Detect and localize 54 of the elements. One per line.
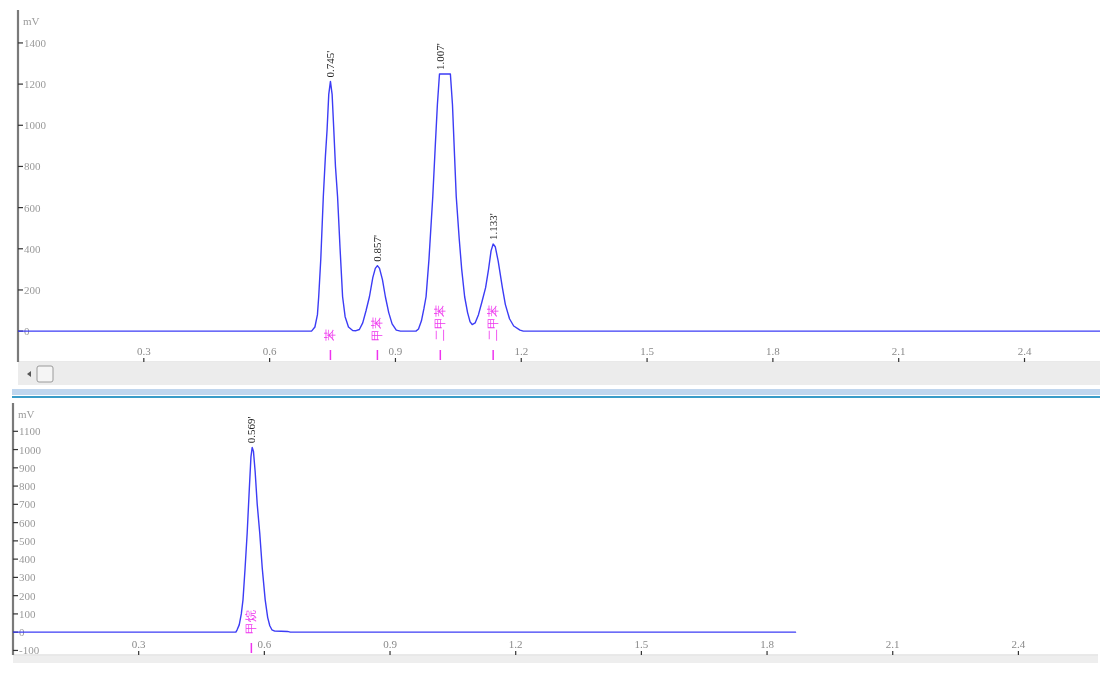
peak-name: 苯 — [323, 329, 338, 361]
y-tick-label: 1000 — [24, 119, 47, 132]
annotation: 苯 — [323, 329, 338, 341]
y-axis-title: mV — [18, 408, 35, 420]
y-tick-label: 600 — [19, 516, 36, 529]
y-tick-label: 800 — [19, 480, 36, 493]
x-tick-label: 2.1 — [891, 345, 906, 357]
x-tick-label: 1.5 — [640, 345, 655, 357]
x-tick-label: 0.3 — [136, 345, 152, 357]
y-tick-label: 900 — [19, 461, 36, 474]
x-tick-label: 2.4 — [1017, 345, 1032, 357]
x-tick-label: 1.2 — [508, 638, 523, 650]
x-tick-label: 0.3 — [131, 638, 147, 650]
y-tick-label: 400 — [19, 553, 36, 566]
annotation: 0.569' — [245, 416, 258, 444]
x-tick-label: 1.2 — [514, 345, 529, 357]
y-tick-label: 200 — [24, 283, 41, 296]
annotation: 二甲苯 — [433, 305, 448, 341]
peak-name: 二甲苯 — [486, 305, 501, 361]
y-tick-label: 1200 — [24, 78, 47, 91]
annotation: 0.745' — [324, 50, 337, 78]
y-tick-label: 1100 — [19, 425, 42, 438]
y-tick-label: 0 — [19, 626, 25, 639]
annotation: 二甲苯 — [486, 305, 501, 341]
x-tick-label: 0.6 — [257, 638, 272, 650]
x-tick-label: 1.8 — [766, 345, 781, 357]
y-tick-label: 1000 — [19, 443, 42, 456]
x-tick-label: 2.1 — [885, 638, 900, 650]
annotation: 0.857' — [371, 234, 384, 262]
x-tick-label: 1.8 — [760, 638, 775, 650]
peak-name: 二甲苯 — [433, 305, 448, 361]
y-tick-label: 300 — [19, 571, 36, 584]
y-tick-label: 800 — [24, 160, 41, 173]
x-tick-label: 0.6 — [262, 345, 277, 357]
x-tick-label: 1.5 — [634, 638, 649, 650]
annotation: 1.133' — [487, 213, 500, 241]
peak-name: 甲苯 — [370, 317, 385, 361]
x-tick-label: 2.4 — [1011, 638, 1026, 650]
y-tick-label: 100 — [19, 607, 36, 620]
peak-name: 甲烷 — [244, 610, 259, 654]
x-tick-label: 0.9 — [388, 345, 403, 357]
annotation: 甲苯 — [370, 317, 385, 341]
x-tick-label: 0.9 — [383, 638, 398, 650]
y-tick-label: -100 — [19, 644, 40, 657]
annotation: 甲烷 — [244, 610, 259, 634]
y-tick-label: 0 — [24, 325, 30, 338]
y-tick-label: 500 — [19, 534, 36, 547]
y-tick-label: 600 — [24, 201, 41, 214]
y-tick-label: 200 — [19, 589, 36, 602]
annotation: 1.007' — [434, 43, 447, 71]
y-axis-title: mV — [23, 15, 40, 27]
y-tick-label: 700 — [19, 498, 36, 511]
y-tick-label: 400 — [24, 242, 41, 255]
y-tick-label: 1400 — [24, 36, 47, 49]
